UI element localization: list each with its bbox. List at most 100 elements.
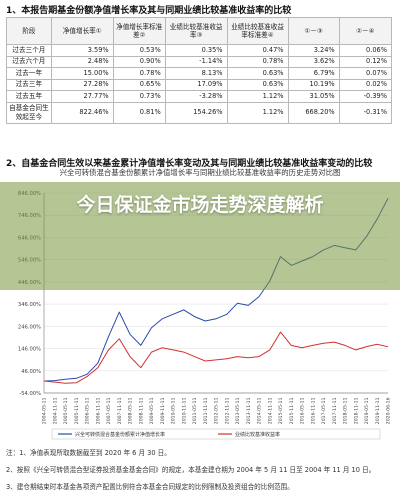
y-tick-label: 46.00% [21,369,41,375]
x-tick-label: 2016-05-11 [300,397,306,424]
note-line: 注：1、净值表现所取数据截至到 2020 年 6 月 30 日。 [6,449,171,457]
table-cell: 10.19% [287,78,340,91]
banner-title: 今日保证金市场走势深度解析 [76,194,324,216]
table-header-cell: 净值增长率① [50,17,114,45]
section-1-title: 1、本报告期基金份额净值增长率及其与同期业绩比较基准收益率的比较 [6,6,292,16]
x-tick-label: 2020-06-16 [386,397,392,424]
table-cell: -1.14% [164,55,228,68]
table-cell: 1.12% [226,90,289,103]
legend-label: 业绩比较基准收益率 [235,431,280,438]
table-cell: 0.06% [338,44,393,57]
table-cell: 0.78% [112,67,166,80]
table-cell: 0.12% [338,55,393,68]
table-cell: 15.00% [50,67,114,80]
x-tick-label: 2004-11-11 [52,397,58,424]
table-cell: 3.24% [287,44,340,57]
x-tick-label: 2018-05-11 [343,397,349,424]
table-header-row: 阶段 净值增长率① 净值增长率标准差② 业绩比较基准收益率③ 业绩比较基准收益率… [6,17,393,45]
table-cell: 0.65% [112,78,166,91]
table-row: 自基金合同生效起至今 822.46% 0.81% 154.26% 1.12% 6… [6,101,393,124]
table-row: 过去三个月 3.59% 0.53% 0.35% 0.47% 3.24% 0.06… [6,44,393,57]
x-tick-label: 2013-11-11 [246,397,252,424]
x-tick-label: 2013-05-11 [235,397,241,424]
table-row: 过去六个月 2.48% 0.90% -1.14% 0.78% 3.62% 0.1… [6,55,393,68]
series-line-2 [43,331,389,384]
table-header-cell: 净值增长率标准差② [112,17,166,45]
table-cell: 0.02% [338,78,393,91]
table-header-cell: 业绩比较基准收益率标准差④ [226,17,289,45]
table-cell: 0.90% [112,55,166,68]
note-line: 2、按照《兴全可转债混合型证券投资基金基金合同》的规定，本基金建仓期为 2004… [6,466,376,474]
x-tick-label: 2014-05-11 [257,397,263,424]
table-cell: 0.53% [112,44,166,57]
legend-box [51,428,381,440]
x-tick-label: 2017-05-11 [321,397,327,424]
x-tick-label: 2007-05-11 [106,397,112,424]
x-tick-label: 2017-11-11 [332,397,338,424]
table-cell: 0.63% [226,78,289,91]
table-cell: 1.12% [226,101,289,124]
table-row: 过去三年 27.28% 0.65% 17.09% 0.63% 10.19% 0.… [6,78,393,91]
table-cell: 0.47% [226,44,289,57]
table-cell: 27.28% [50,78,114,91]
banner-overlay [0,182,400,290]
section-2-title: 2、自基金合同生效以来基金累计净值增长率变动及其与同期业绩比较基准收益率变动的比… [6,159,373,169]
x-tick-label: 2006-05-11 [85,397,91,424]
x-tick-label: 2011-05-11 [192,397,198,424]
note-line: 3、建仓期结束时本基金各项资产配置比例符合本基金合同规定的比例限制及投资组合的比… [6,483,294,491]
x-tick-label: 2008-05-11 [128,397,134,424]
table-cell: 27.77% [50,90,114,103]
table-cell: 过去三年 [6,78,52,91]
chart-title: 兴全可转债混合基金份额累计净值增长率与同期业绩比较基准收益率的历史走势对比图 [59,168,341,177]
x-tick-label: 2006-11-11 [95,397,101,424]
table-cell: 3.62% [287,55,340,68]
x-tick-label: 2005-11-11 [74,397,80,424]
table-cell: 668.20% [287,101,340,124]
table-cell: 0.73% [112,90,166,103]
table-cell: 过去一年 [6,67,52,80]
performance-table: 阶段 净值增长率① 净值增长率标准差② 业绩比较基准收益率③ 业绩比较基准收益率… [6,17,393,124]
table-header-cell: 业绩比较基准收益率③ [164,17,228,45]
table-cell: -0.39% [338,90,393,103]
table-header-cell: ②－④ [338,17,393,45]
table-cell: 6.79% [287,67,340,80]
x-tick-label: 2012-05-11 [214,397,220,424]
table-cell: 0.35% [164,44,228,57]
table-cell: 2.48% [50,55,114,68]
table-cell: 过去三个月 [6,44,52,57]
x-tick-label: 2011-11-11 [203,397,209,424]
x-tick-label: 2005-05-11 [63,397,69,424]
x-tick-label: 2010-11-11 [181,397,187,424]
y-tick-label: 246.00% [18,324,41,330]
x-tick-label: 2015-11-11 [289,397,295,424]
table-cell: 0.63% [226,67,289,80]
table-cell: 3.59% [50,44,114,57]
table-cell: -0.31% [338,101,393,124]
table-cell: 过去六个月 [6,55,52,68]
table-cell: 0.78% [226,55,289,68]
table-cell: 31.05% [287,90,340,103]
x-tick-label: 2015-05-11 [278,397,284,424]
y-tick-label: 346.00% [18,302,41,308]
table-cell: 过去五年 [6,90,52,103]
x-tick-label: 2018-11-11 [353,397,359,424]
table-cell: 822.46% [50,101,114,124]
table-cell: 8.13% [164,67,228,80]
x-tick-label: 2004-05-11 [42,397,48,424]
x-tick-label: 2010-05-11 [171,397,177,424]
x-tick-label: 2014-11-11 [267,397,273,424]
x-tick-label: 2009-05-11 [149,397,155,424]
legend-label: 兴全可转债混合基金份额累计净值增长率 [75,431,165,438]
table-cell: -3.28% [164,90,228,103]
table-row: 过去五年 27.77% 0.73% -3.28% 1.12% 31.05% -0… [6,90,393,103]
x-tick-label: 2019-05-11 [364,397,370,424]
table-cell: 154.26% [164,101,228,124]
x-tick-label: 2019-11-11 [375,397,381,424]
y-tick-label: 146.00% [18,347,41,353]
x-tick-label: 2016-11-11 [310,397,316,424]
table-cell: 0.81% [112,101,166,124]
x-tick-label: 2007-11-11 [117,397,123,424]
x-tick-label: 2009-11-11 [160,397,166,424]
table-cell: 自基金合同生效起至今 [6,101,52,124]
